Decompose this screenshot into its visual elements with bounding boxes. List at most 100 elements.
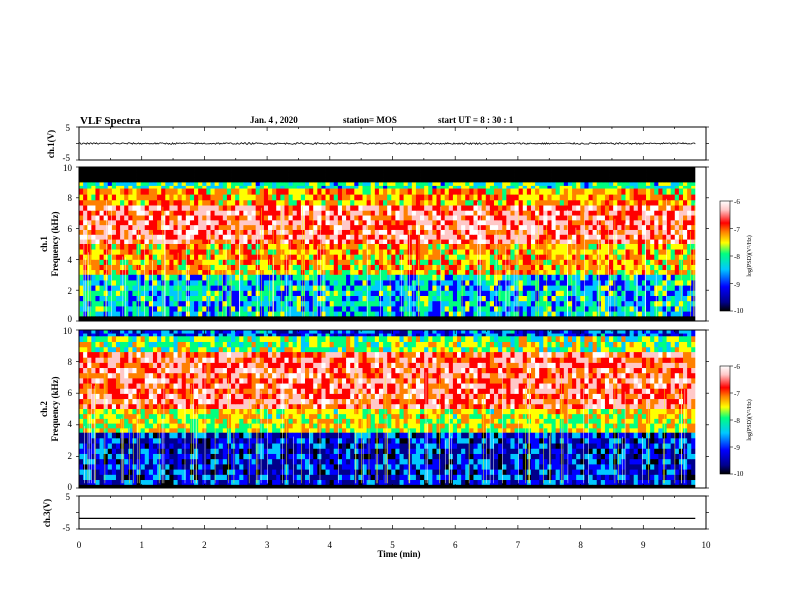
ch1-spectrogram-cell [617,244,622,250]
ch1-spectrogram-cell [650,295,655,302]
ch1-spectrogram-cell [457,199,462,206]
ch1-spectrogram-cell [304,194,310,201]
ch1-spectrogram-cell [99,300,105,307]
ch1-spectrogram-cell [691,224,696,230]
ch1-spectrogram-cell [177,167,183,173]
ch1-spectrogram-cell [189,300,195,307]
ch1-spectrogram-cell [198,295,203,302]
ch1-spectrogram-cell [399,177,405,183]
ch1-spectrogram-cell [641,264,647,271]
ch1-spectrogram-cell [239,290,244,296]
ch1-spectrogram-cell [313,194,318,201]
ch1-spectrogram-cell [452,285,458,291]
ch1-spectrogram-cell [91,224,96,230]
ch1-spectrogram-cell [428,259,433,265]
ch1-spectrogram-cell [403,182,409,186]
ch1-spectrogram-cell [444,188,450,195]
ch1-spectrogram-cell [173,185,179,189]
ch1-spectrogram-cell [411,318,417,322]
ch1-spectrogram-cell [465,182,470,186]
ch1-spectrogram-cell [325,224,331,230]
ch1-spectrogram-cell [654,290,659,296]
ch1-spectrogram-cell [592,274,598,281]
ch1-spectrogram-cell [222,210,228,216]
ch1-spectrogram-cell [502,199,507,206]
ch1-spectrogram-cell [87,199,92,206]
ch1-spectrogram-cell [670,215,676,221]
ch1-spectrogram-cell [263,244,269,250]
ch1-spectrogram-cell [354,234,359,240]
ch1-spectrogram-cell [292,269,298,276]
ch1-spectrogram-cell [469,239,474,245]
ch1-spectrogram-cell [559,219,565,226]
ch1-spectrogram-cell [259,254,265,260]
ch1-spectrogram-cell [391,219,396,226]
ch1-spectrogram-cell [157,311,162,317]
ch1-spectrogram-cell [621,259,626,265]
ch1-spectrogram-cell [325,239,331,245]
ch1-spectrogram-cell [346,300,351,307]
ch1-spectrogram-cell [420,318,425,322]
ch1-spectrogram-cell [165,229,170,235]
ch1-spectrogram-cell [539,167,544,173]
ch1-spectrogram-cell [231,295,236,302]
ch1-spectrogram-cell [218,234,224,240]
ch1-spectrogram-cell [683,188,688,195]
ch1-spectrogram-cell [317,316,322,320]
ch1-spectrogram-cell [498,239,503,245]
ch1-spectrogram-cell [687,177,692,183]
ch1-spectrogram-cell [218,167,224,173]
ch1-spectrogram-cell [346,280,351,286]
ch1-waveform-trace [78,142,696,146]
ch1-spectrogram-cell [547,194,552,201]
ch1-spectrogram-cell [481,188,487,195]
ch1-spectrogram-cell [678,185,684,189]
ch1-spectrogram-cell [428,300,433,307]
ch1-spectrogram-cell [658,264,663,271]
ch1-spectrogram-cell [420,316,425,320]
ch1-spectrogram-cell [206,172,211,178]
ch1-spectrogram-cell [362,199,368,206]
ch1-spectrogram-cell [189,167,195,173]
ch1-spectrogram-cell [231,285,236,291]
ch1-spectrogram-cell [654,210,659,216]
ch1-spectrogram-cell [333,199,339,206]
ch1-spectrogram-cell [387,182,392,186]
ch1-spectrogram-cell [346,224,351,230]
ch1-spectrogram-cell [563,234,569,240]
ch1-spectrogram-cell [91,177,96,183]
ch1-spectrogram-cell [654,316,659,320]
ch1-spectrogram-cell [79,224,84,230]
ch1-spectrogram-cell [683,311,688,317]
ch1-spectrogram-cell [683,295,688,302]
ch1-spectrogram-cell [181,259,187,265]
ch1-spectrogram-cell [670,285,676,291]
ch1-spectrogram-cell [444,295,450,302]
ch1-spectrogram-cell [341,177,347,183]
ch1-spectrogram-cell [292,194,298,201]
ch1-spectrogram-cell [198,244,203,250]
ch1-spectrogram-cell [489,300,495,307]
ch1-spectrogram-cell [514,182,520,186]
ch1-spectrogram-cell [107,316,113,320]
ch1-spectrogram-cell [502,264,507,271]
ch1-spectrogram-cell [333,188,339,195]
ch1-spectrogram-cell [128,311,133,317]
ch1-spectrogram-cell [214,205,220,211]
ch1-spectrogram-cell [604,210,610,216]
ch1-spectrogram-cell [530,318,536,322]
ch1-spectrogram-cell [309,249,314,255]
ch1-spectrogram-cell [403,167,409,173]
ch1-spectrogram-cell [222,229,228,235]
ch1-spectrogram-cell [559,254,565,260]
ch1-spectrogram-cell [469,259,474,265]
ch1-spectrogram-cell [506,199,511,206]
ch1-spectrogram-cell [329,199,335,206]
ch1-spectrogram-cell [325,249,331,255]
ch1-spectrogram-cell [189,182,195,186]
ch1-spectrogram-cell [604,219,610,226]
ch1-spectrogram-cell [539,239,544,245]
ch1-spectrogram-cell [572,316,577,320]
ch1-spectrogram-cell [543,259,548,265]
ch1-spectrogram-cell [280,172,285,178]
